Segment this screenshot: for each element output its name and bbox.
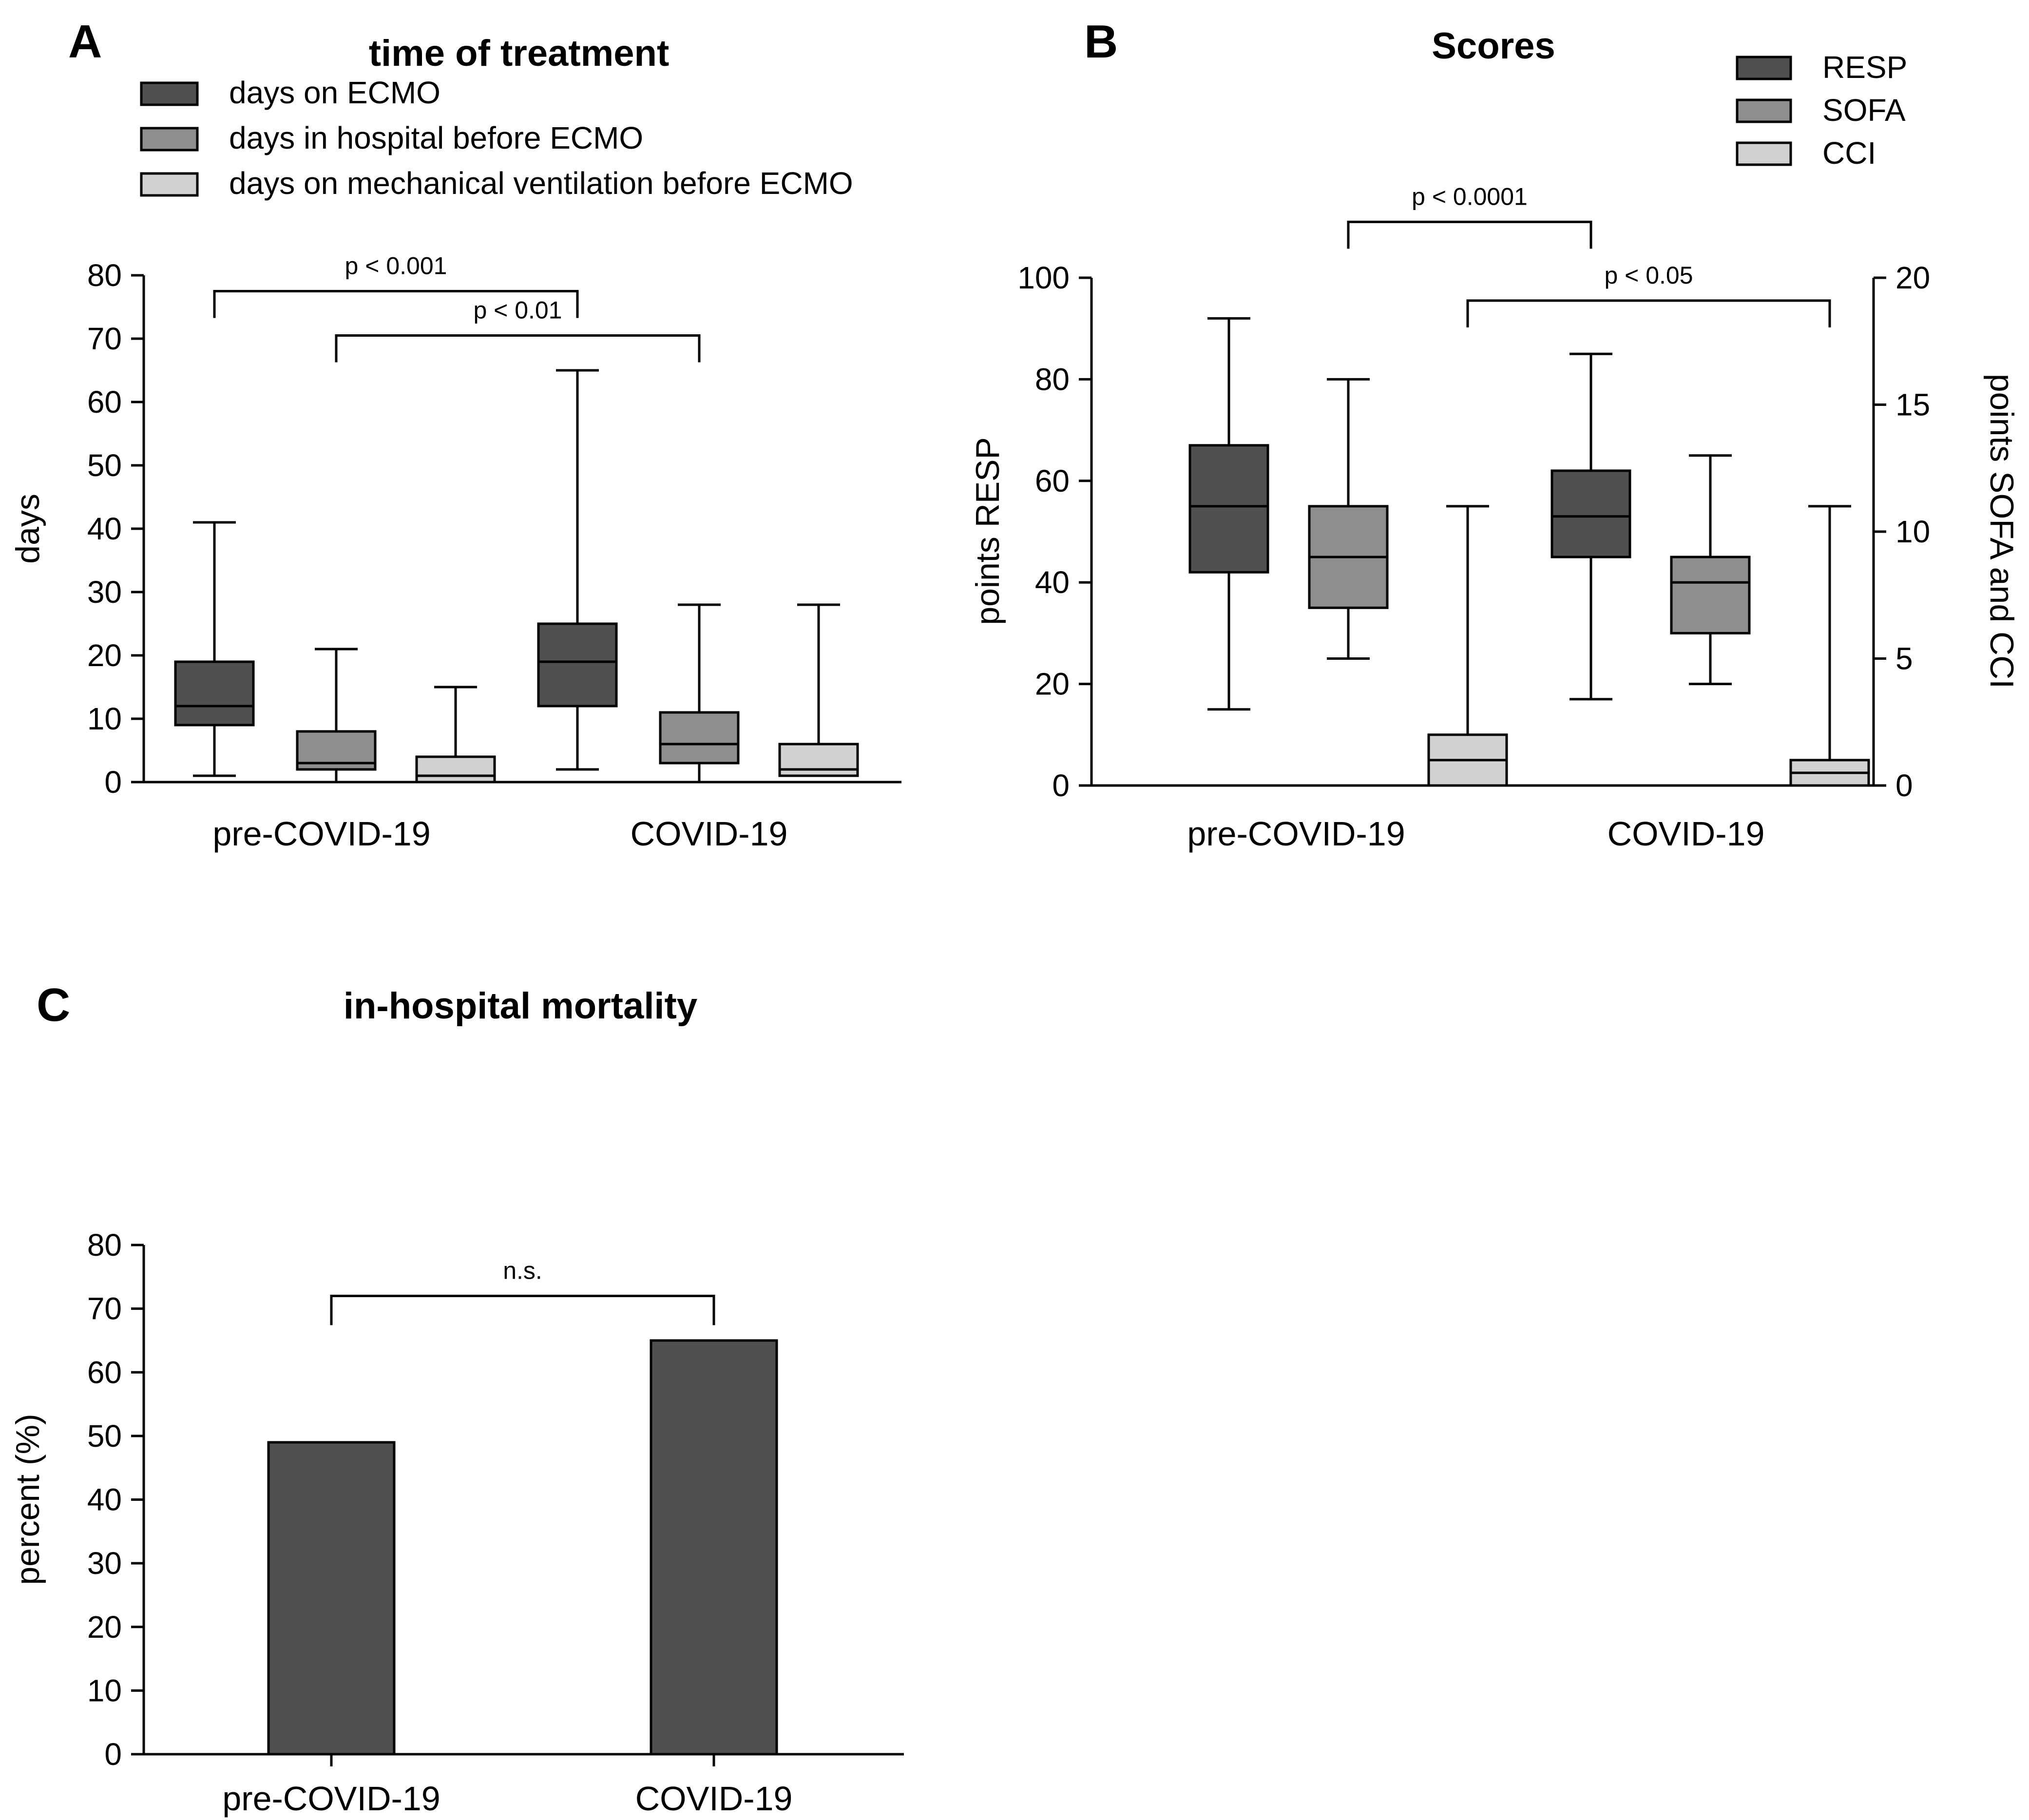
panel-c-brackets: n.s. <box>330 1257 715 1325</box>
box-resp-pre-covid-19-box <box>1188 444 1269 574</box>
y-tick-label-80: 80 <box>87 258 122 293</box>
bracket-label-cci: p < 0.05 <box>1604 262 1693 289</box>
panel-b-legend: RESP SOFA CCI <box>1736 50 1907 171</box>
y-tick-label-50: 50 <box>87 1418 122 1454</box>
box-days-in-hospital-before-ecmo-covid-19-box <box>659 711 740 765</box>
y-tick-label-10: 10 <box>87 701 122 736</box>
y-tick-label-100: 100 <box>1017 260 1070 295</box>
y-tick-label-20: 20 <box>1895 260 1930 295</box>
box-days-on-mechanical-ventilation-before-ecmo-covid-19-box <box>778 743 859 777</box>
panel-c-y-ticks: 0 10 20 30 40 50 60 70 80 <box>87 1227 144 1772</box>
y-tick-label-70: 70 <box>87 1291 122 1326</box>
panel-a-y-label: days <box>9 494 46 564</box>
bracket-sofa-resp <box>1347 220 1592 249</box>
panel-b-category-pre-covid: pre-COVID-19 <box>1187 815 1405 853</box>
panel-b: B Scores RESP SOFA CCI 0 20 40 60 80 100 0 5 10… <box>969 16 2020 853</box>
legend-swatch-sofa <box>1736 98 1792 123</box>
panel-a-letter: A <box>68 16 102 68</box>
panel-a-category-pre-covid: pre-COVID-19 <box>212 815 430 853</box>
box-days-on-ecmo-covid-19-box <box>537 622 618 708</box>
y-tick-label-10: 10 <box>87 1673 122 1708</box>
panel-b-y2-ticks: 0 5 10 15 20 <box>1874 260 1930 803</box>
y-tick-label-40: 40 <box>1035 565 1070 600</box>
legend-swatch-cci <box>1736 141 1792 166</box>
y-tick-label-50: 50 <box>87 448 122 483</box>
legend-label-days-in-hospital: days in hospital before ECMO <box>229 120 643 155</box>
legend-swatch-days-on-ventilation <box>140 172 199 197</box>
panel-a-legend: days on ECMO days in hospital before ECM… <box>140 75 853 201</box>
bracket-hospital <box>335 334 701 363</box>
bar-covid <box>650 1339 778 1756</box>
y-tick-label-5: 5 <box>1895 641 1913 676</box>
y-tick-label-20: 20 <box>87 1609 122 1645</box>
bracket-cci <box>1466 299 1831 327</box>
panel-a-title: time of treatment <box>369 33 670 74</box>
panel-b-title: Scores <box>1432 25 1555 67</box>
y-tick-label-60: 60 <box>87 1355 122 1390</box>
legend-swatch-resp <box>1736 56 1792 80</box>
bracket-label-hospital: p < 0.01 <box>473 297 562 324</box>
legend-label-cci: CCI <box>1822 135 1876 171</box>
y-tick-label-30: 30 <box>87 575 122 610</box>
legend-label-resp: RESP <box>1822 50 1907 85</box>
panel-b-y-label: points RESP <box>969 437 1006 625</box>
box-days-on-ecmo-pre-covid-19-box <box>174 660 255 727</box>
panel-b-y-ticks: 0 20 40 60 80 100 <box>1017 260 1091 803</box>
bracket-label-sofa-resp: p < 0.0001 <box>1412 183 1528 210</box>
y-tick-label-0: 0 <box>104 1737 122 1772</box>
y-tick-label-70: 70 <box>87 321 122 356</box>
legend-swatch-days-in-hospital <box>140 127 199 152</box>
panel-b-category-covid: COVID-19 <box>1608 815 1765 853</box>
y-tick-label-0: 0 <box>104 765 122 800</box>
box-days-on-mechanical-ventilation-before-ecmo-pre-covid-19-box <box>415 755 496 784</box>
y-tick-label-40: 40 <box>87 511 122 546</box>
y-tick-label-10: 10 <box>1895 514 1930 549</box>
bracket-mortality <box>330 1295 715 1325</box>
panel-c-category-covid: COVID-19 <box>635 1780 793 1818</box>
y-tick-label-0: 0 <box>1052 768 1070 803</box>
legend-label-days-on-ecmo: days on ECMO <box>229 75 440 110</box>
y-tick-label-30: 30 <box>87 1546 122 1581</box>
panel-c: C in-hospital mortality 0 10 20 30 40 50 60 70 8… <box>9 979 904 1818</box>
y-tick-label-80: 80 <box>1035 362 1070 397</box>
legend-label-sofa: SOFA <box>1822 93 1906 128</box>
panel-b-brackets: p < 0.0001 p < 0.05 <box>1347 183 1831 327</box>
legend-swatch-days-on-ecmo <box>140 81 199 106</box>
panel-a-boxes <box>174 369 859 784</box>
panel-c-letter: C <box>37 979 70 1031</box>
bracket-ecmo <box>213 290 579 318</box>
box-sofa-covid-19-box <box>1670 556 1751 634</box>
y-tick-label-60: 60 <box>1035 463 1070 498</box>
box-resp-covid-19-box <box>1550 469 1631 558</box>
panel-b-letter: B <box>1084 16 1118 68</box>
y-tick-label-0: 0 <box>1895 768 1913 803</box>
y-tick-label-20: 20 <box>87 638 122 673</box>
bracket-label-mortality: n.s. <box>503 1257 542 1284</box>
panel-c-category-pre-covid: pre-COVID-19 <box>222 1780 440 1818</box>
y-tick-label-40: 40 <box>87 1482 122 1517</box>
panel-c-y-label: percent (%) <box>9 1414 46 1585</box>
panel-a-y-ticks: 0 10 20 30 40 50 60 70 80 <box>87 258 144 800</box>
panel-c-title: in-hospital mortality <box>344 985 697 1027</box>
bar-pre-covid <box>267 1441 396 1756</box>
panel-a: A time of treatment days on ECMO days in… <box>9 16 901 853</box>
bracket-label-ecmo: p < 0.001 <box>345 252 447 280</box>
y-tick-label-60: 60 <box>87 384 122 420</box>
y-tick-label-15: 15 <box>1895 387 1930 422</box>
panel-b-y2-label: points SOFA and CCI <box>1983 374 2020 689</box>
y-tick-label-20: 20 <box>1035 667 1070 702</box>
panel-a-brackets: p < 0.001 p < 0.01 <box>213 252 701 363</box>
y-tick-label-80: 80 <box>87 1227 122 1263</box>
legend-label-days-on-ventilation: days on mechanical ventilation before EC… <box>229 166 853 201</box>
panel-b-boxes <box>1188 317 1870 787</box>
panel-a-category-covid: COVID-19 <box>631 815 788 853</box>
